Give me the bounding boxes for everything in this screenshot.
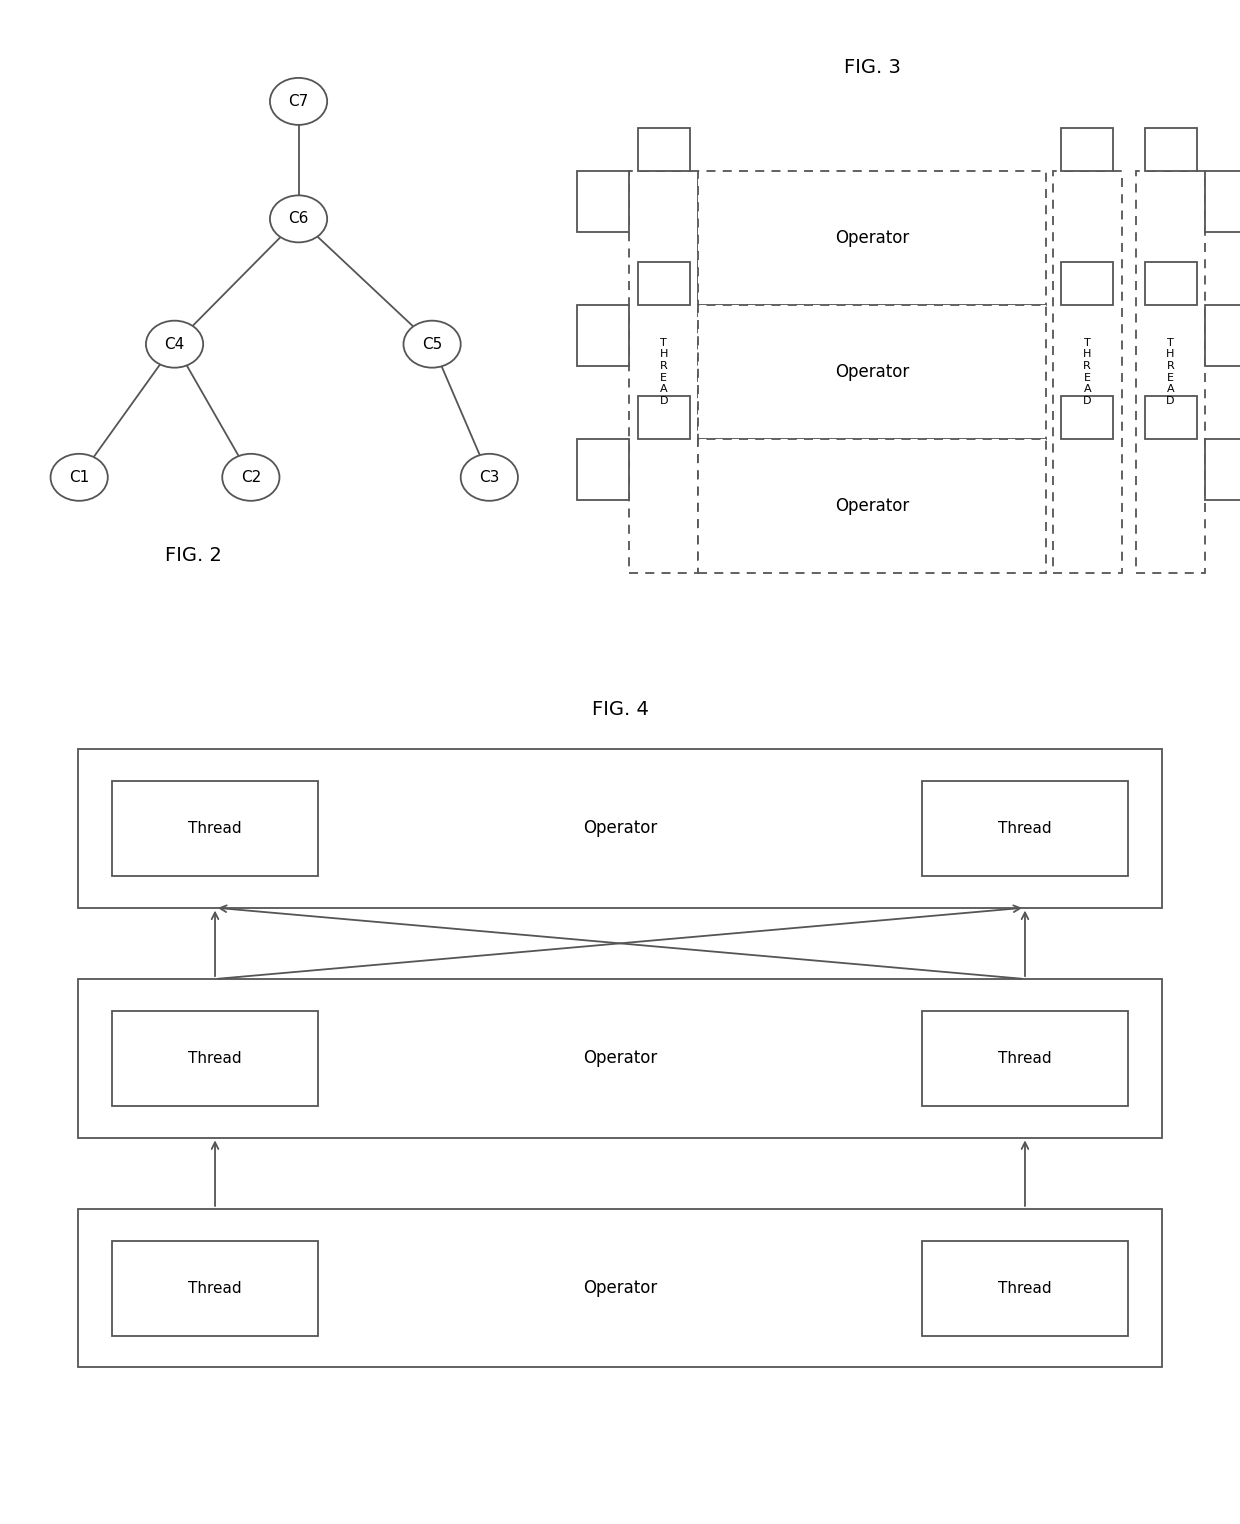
Bar	[1145, 128, 1197, 171]
Circle shape	[222, 454, 279, 501]
Bar	[1061, 128, 1114, 171]
Bar	[113, 780, 317, 876]
Bar	[78, 1209, 1162, 1367]
Bar	[698, 305, 1045, 439]
Text: Operator: Operator	[583, 1279, 657, 1297]
Bar	[923, 780, 1127, 876]
Bar	[1205, 305, 1240, 366]
Bar	[577, 439, 629, 500]
Circle shape	[146, 320, 203, 367]
Circle shape	[403, 320, 461, 367]
Text: C6: C6	[289, 212, 309, 227]
Text: C1: C1	[69, 469, 89, 485]
Text: C7: C7	[289, 94, 309, 108]
Text: Thread: Thread	[188, 1280, 242, 1295]
Text: FIG. 3: FIG. 3	[843, 58, 900, 76]
Bar	[1145, 396, 1197, 439]
Text: T
H
R
E
A
D: T H R E A D	[1083, 338, 1091, 405]
Text: Operator: Operator	[583, 1049, 657, 1067]
Bar	[637, 262, 689, 305]
Bar	[923, 1010, 1127, 1106]
Bar	[78, 978, 1162, 1137]
Circle shape	[270, 195, 327, 242]
Bar	[1061, 396, 1114, 439]
Circle shape	[51, 454, 108, 501]
Bar	[1205, 171, 1240, 232]
Bar	[698, 171, 1045, 305]
Bar	[577, 305, 629, 366]
Text: FIG. 2: FIG. 2	[165, 546, 222, 565]
Text: C3: C3	[479, 469, 500, 485]
Bar	[1205, 439, 1240, 500]
Text: C4: C4	[165, 337, 185, 352]
Text: Thread: Thread	[188, 821, 242, 837]
Text: Thread: Thread	[998, 1050, 1052, 1065]
Circle shape	[270, 78, 327, 125]
Text: Operator: Operator	[835, 363, 909, 381]
Text: Operator: Operator	[583, 820, 657, 838]
Bar	[923, 1241, 1127, 1335]
Bar	[78, 750, 1162, 908]
Bar	[637, 396, 689, 439]
Text: C2: C2	[241, 469, 260, 485]
Circle shape	[461, 454, 518, 501]
Bar	[629, 171, 698, 573]
Text: Operator: Operator	[835, 497, 909, 515]
Text: Thread: Thread	[188, 1050, 242, 1065]
Bar	[1053, 171, 1122, 573]
Text: Operator: Operator	[835, 229, 909, 247]
Bar	[113, 1010, 317, 1106]
Text: T
H
R
E
A
D: T H R E A D	[660, 338, 668, 405]
Bar	[113, 1241, 317, 1335]
Text: T
H
R
E
A
D: T H R E A D	[1167, 338, 1174, 405]
Text: Thread: Thread	[998, 821, 1052, 837]
Text: C5: C5	[422, 337, 443, 352]
Bar	[1136, 171, 1205, 573]
Bar	[698, 439, 1045, 573]
Bar	[637, 128, 689, 171]
Bar	[1145, 262, 1197, 305]
Text: Thread: Thread	[998, 1280, 1052, 1295]
Bar	[1061, 262, 1114, 305]
Text: FIG. 4: FIG. 4	[591, 700, 649, 719]
Bar	[577, 171, 629, 232]
